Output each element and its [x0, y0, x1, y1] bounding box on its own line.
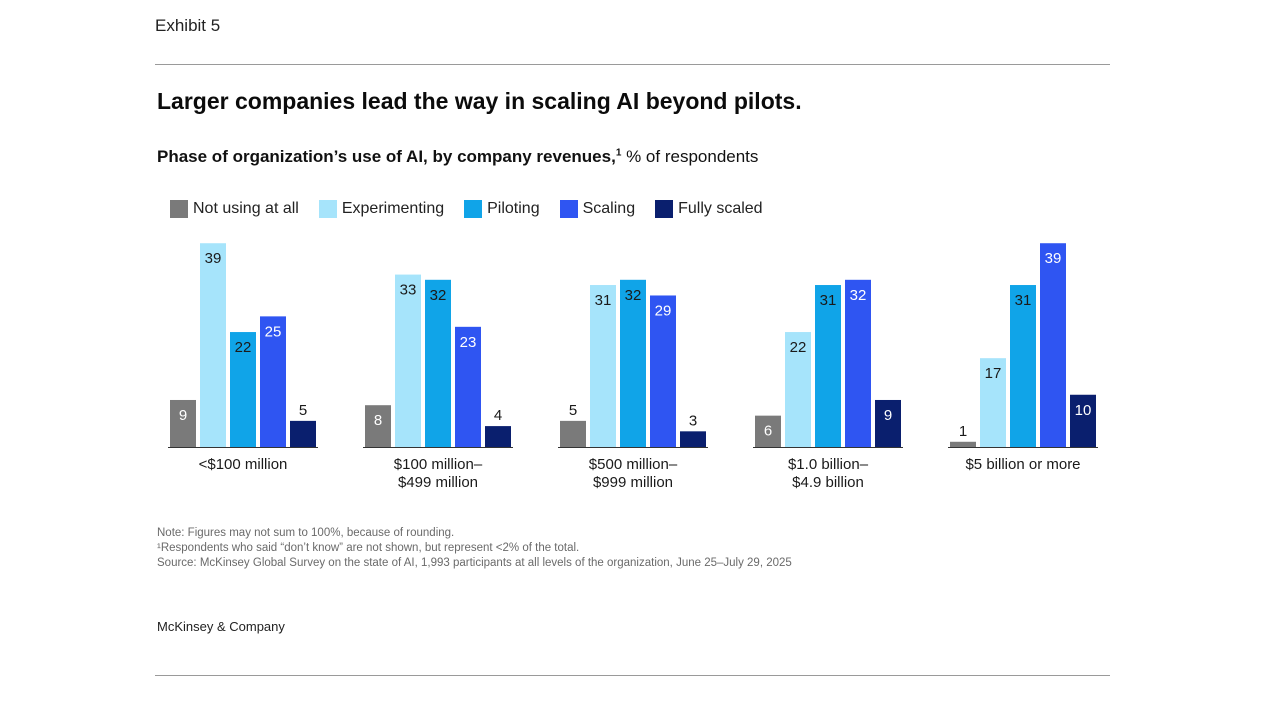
chart-notes: Note: Figures may not sum to 100%, becau…: [157, 526, 792, 571]
bar-not-using-at-all: [170, 399, 196, 447]
bar-fully-scaled: [290, 420, 316, 447]
legend-label: Piloting: [487, 200, 540, 217]
category-label: $500 million–: [589, 456, 678, 473]
legend-label: Scaling: [582, 200, 636, 217]
bar-scaling: [1040, 243, 1066, 447]
bar-experimenting: [200, 243, 226, 447]
note-rounding: Note: Figures may not sum to 100%, becau…: [157, 527, 455, 539]
category-label: $1.0 billion–: [788, 456, 869, 473]
bar-value-label: 4: [494, 407, 502, 424]
chart-subtitle: Phase of organization’s use of AI, by co…: [157, 147, 758, 167]
bar-experimenting: [980, 358, 1006, 447]
bar-value-label: 8: [374, 412, 382, 429]
bar-fully-scaled: [680, 431, 706, 447]
chart-legend: Not using at all Experimenting Piloting Sca…: [170, 200, 783, 218]
category-label: $999 million: [593, 474, 673, 491]
legend-label: Not using at all: [193, 200, 299, 217]
bar-piloting: [1010, 285, 1036, 447]
bar-value-label: 39: [205, 250, 222, 267]
subtitle-footnote-marker: 1: [615, 147, 622, 159]
bar-value-label: 9: [884, 407, 892, 424]
legend-swatch: [318, 200, 337, 218]
bar-value-label: 5: [299, 402, 307, 419]
legend-item-experimenting: Experimenting: [318, 200, 445, 218]
bar-scaling: [455, 326, 481, 447]
legend-item-not-using-at-all: Not using at all: [170, 200, 299, 218]
bar-value-label: 22: [790, 339, 807, 356]
bar-value-label: 10: [1075, 402, 1092, 419]
legend-item-scaling: Scaling: [559, 200, 636, 218]
legend-swatch: [170, 200, 188, 218]
bar-value-label: 23: [460, 334, 477, 351]
bar-value-label: 25: [265, 323, 282, 340]
bar-value-label: 9: [179, 407, 187, 424]
chart-title: Larger companies lead the way in scaling…: [157, 88, 802, 114]
legend-swatch: [464, 200, 483, 218]
category-label: $5 billion or more: [965, 456, 1080, 473]
bar-piloting: [815, 285, 841, 447]
bar-value-label: 33: [400, 282, 417, 299]
category-label: $499 million: [398, 474, 478, 491]
bar-value-label: 31: [1015, 292, 1032, 309]
bar-fully-scaled: [1070, 394, 1096, 447]
brand-logo-text: McKinsey & Company: [157, 619, 285, 634]
category-label: $4.9 billion: [792, 474, 864, 491]
bar-scaling: [650, 295, 676, 447]
legend-label: Experimenting: [341, 200, 445, 217]
bar-scaling: [845, 279, 871, 447]
bottom-divider: [155, 675, 1110, 676]
bar-value-label: 17: [985, 365, 1002, 382]
bar-value-label: 29: [655, 302, 672, 319]
bar-value-label: 3: [689, 412, 697, 429]
category-label: $100 million–: [394, 456, 483, 473]
legend-item-fully-scaled: Fully scaled: [655, 200, 763, 218]
bar-value-label: 32: [430, 287, 447, 304]
legend-swatch: [559, 200, 578, 218]
bar-value-label: 32: [850, 287, 867, 304]
bar-scaling: [260, 316, 286, 447]
bar-not-using-at-all: [560, 420, 586, 447]
bar-value-label: 5: [569, 402, 577, 419]
bar-value-label: 6: [764, 423, 772, 440]
bar-value-label: 1: [959, 423, 967, 440]
subtitle-main: Phase of organization’s use of AI, by co…: [157, 147, 616, 166]
note-source: Source: McKinsey Global Survey on the st…: [157, 557, 792, 569]
bar-fully-scaled: [875, 399, 901, 447]
bar-piloting: [425, 279, 451, 447]
bar-fully-scaled: [485, 426, 511, 447]
bar-not-using-at-all: [755, 415, 781, 447]
top-divider: [155, 64, 1110, 65]
legend-label: Fully scaled: [678, 200, 763, 217]
bar-value-label: 31: [820, 292, 837, 309]
bar-experimenting: [590, 285, 616, 447]
legend-item-piloting: Piloting: [464, 200, 540, 218]
bar-experimenting: [785, 332, 811, 447]
legend-swatch: [655, 200, 674, 218]
bar-value-label: 39: [1045, 250, 1062, 267]
exhibit-label: Exhibit 5: [155, 16, 221, 35]
bar-value-label: 22: [235, 339, 252, 356]
bar-experimenting: [395, 274, 421, 447]
bar-not-using-at-all: [950, 441, 976, 447]
note-footnote: ¹Respondents who said “don’t know” are n…: [157, 542, 580, 554]
bar-value-label: 31: [595, 292, 612, 309]
category-label: <$100 million: [199, 456, 288, 473]
subtitle-unit: % of respondents: [621, 147, 759, 166]
bar-value-label: 32: [625, 287, 642, 304]
bar-not-using-at-all: [365, 405, 391, 447]
bar-piloting: [620, 279, 646, 447]
bar-piloting: [230, 332, 256, 447]
